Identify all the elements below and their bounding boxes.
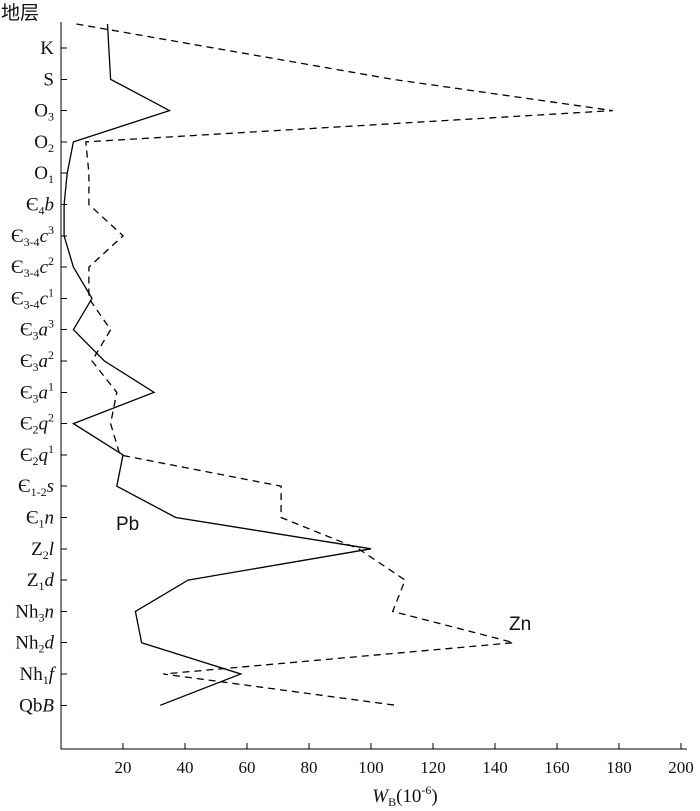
- y-tick-label: O2: [34, 132, 54, 155]
- y-tick-label: S: [43, 69, 54, 90]
- y-tick-label: O3: [34, 101, 54, 124]
- y-tick-label: Є3a3: [20, 317, 54, 343]
- y-tick-label: Nh3n: [15, 601, 54, 624]
- y-ticks: KS O3 O2 O1 Є4b Є3-4c3 Є3-4c2 Є3-4c1 Є3a3 Є3a2 Є3a…: [11, 38, 67, 716]
- y-tick-label: Є3a2: [20, 348, 54, 374]
- y-tick-label: Nh2d: [15, 633, 54, 656]
- y-axis-title: 地层: [1, 2, 39, 24]
- x-tick-label: 120: [420, 758, 446, 777]
- x-tick-label: 200: [668, 758, 694, 777]
- x-axis-label: WB(10-6): [372, 783, 438, 809]
- x-tick-label: 100: [358, 758, 384, 777]
- y-tick-label: Є3-4c2: [11, 254, 54, 280]
- series-line-zn: [76, 23, 613, 706]
- x-tick-label: 20: [115, 758, 132, 777]
- series-line-pb: [63, 23, 372, 706]
- series-label-zn: Zn: [509, 614, 531, 635]
- y-tick-label: Є4b: [26, 195, 54, 218]
- series-labels: Pb Zn: [116, 514, 531, 635]
- x-tick-label: 140: [482, 758, 508, 777]
- y-tick-label: Є3a1: [20, 379, 54, 405]
- y-tick-label: Є3-4c3: [11, 223, 54, 249]
- x-tick-label: 160: [544, 758, 570, 777]
- x-tick-label: 60: [239, 758, 256, 777]
- y-tick-label: QbB: [19, 695, 54, 716]
- y-tick-label: K: [40, 38, 54, 59]
- series-label-pb: Pb: [116, 514, 139, 535]
- x-tick-label: 80: [301, 758, 318, 777]
- y-tick-label: Є1-2s: [18, 476, 54, 499]
- y-tick-label: Є1n: [26, 508, 54, 531]
- y-tick-label: O1: [34, 163, 54, 186]
- y-tick-label: Є3-4c1: [11, 285, 54, 311]
- x-ticks: 20 40 60 80 100 120 140 160 180 200: [115, 743, 694, 777]
- y-tick-label: Z2l: [31, 539, 54, 562]
- y-tick-label: Є2q1: [20, 442, 54, 468]
- y-tick-label: Z1d: [27, 570, 55, 593]
- x-tick-label: 40: [177, 758, 194, 777]
- y-tick-label: Є2q2: [20, 411, 54, 437]
- series-group: [63, 23, 613, 706]
- y-tick-label: Nh1f: [19, 664, 56, 687]
- x-tick-label: 180: [606, 758, 632, 777]
